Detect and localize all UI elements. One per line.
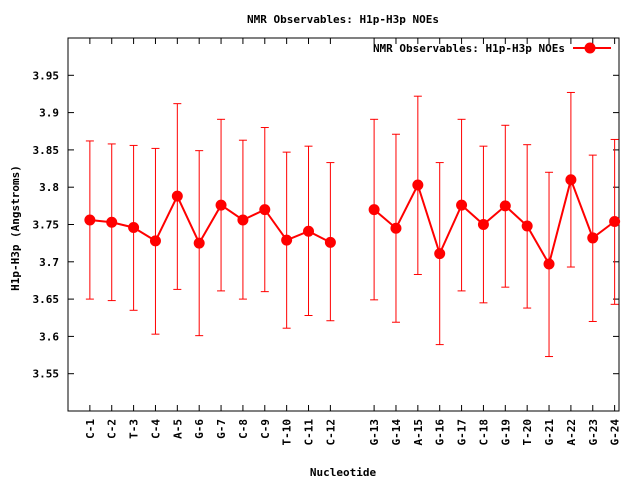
x-tick-label: C-8 [237,419,250,439]
x-tick-label: G-23 [587,419,600,446]
data-point [324,236,336,248]
data-point [499,200,511,212]
x-tick-label: A-22 [565,419,578,446]
y-tick-label: 3.6 [39,330,59,343]
x-tick-label: T-10 [281,419,294,446]
y-axis-label: H1p-H3p (Angstroms) [9,165,22,291]
legend-label: NMR Observables: H1p-H3p NOEs [373,42,565,55]
data-point [149,235,161,247]
x-tick-label: A-15 [412,419,425,446]
x-tick-label: C-9 [259,419,272,439]
data-point [412,179,424,191]
x-tick-label: A-5 [171,419,184,439]
data-point [368,204,380,216]
data-point [390,222,402,234]
x-tick-label: C-1 [84,419,97,439]
data-point [128,221,140,233]
x-tick-label: G-21 [543,419,556,446]
y-tick-label: 3.95 [33,69,60,82]
y-tick-label: 3.55 [33,368,60,381]
x-tick-label: G-17 [456,419,469,446]
x-tick-label: G-7 [215,419,228,439]
legend: NMR Observables: H1p-H3p NOEs [373,42,611,55]
y-tick-label: 3.65 [33,293,60,306]
plot-frame [67,37,620,412]
x-axis-ticks: C-1 C-2 T-3 C-4 A-5 G-6 G-7 C-8 C-9 T-10 C-11 C-12 G… [84,38,622,446]
y-tick-label: 3.7 [39,256,59,269]
x-tick-label: G-24 [609,419,622,446]
data-point [587,232,599,244]
x-tick-label: G-6 [193,419,206,439]
legend-marker [584,42,596,54]
data-point [106,216,118,228]
x-tick-label: C-11 [303,419,316,446]
data-point [259,204,271,216]
x-tick-label: T-3 [128,419,141,439]
y-tick-label: 3.85 [33,144,60,157]
data-point [281,234,293,246]
data-point [565,174,577,186]
x-tick-label: C-4 [149,419,162,439]
data-point [521,220,533,232]
data-point [434,248,446,260]
x-tick-label: C-12 [324,419,337,446]
x-axis-label: Nucleotide [310,466,377,479]
x-tick-label: C-2 [106,419,119,439]
data-point [477,219,489,230]
series-line [373,176,616,267]
x-tick-label: G-13 [368,419,381,446]
data-point [84,214,96,226]
data-point [193,237,205,249]
x-tick-label: G-19 [499,419,512,446]
x-tick-label: G-16 [434,419,447,446]
y-tick-label: 3.8 [39,181,59,194]
chart-title: NMR Observables: H1p-H3p NOEs [247,13,439,26]
x-tick-label: T-20 [521,419,534,446]
x-tick-label: C-18 [477,419,490,446]
data-point [171,190,183,202]
data-point [543,258,555,270]
y-tick-label: 3.9 [39,107,59,120]
data-point [303,225,315,237]
series-layer [84,91,621,358]
y-tick-label: 3.75 [33,219,60,232]
data-point [456,199,468,211]
x-tick-label: G-14 [390,419,403,446]
data-point [609,216,621,228]
series-line [89,193,331,246]
data-point [215,199,227,211]
y-axis-ticks: 3.55 3.6 3.65 3.7 3.75 3.8 3.85 3.9 3.95 [33,69,619,381]
data-point [237,214,249,226]
